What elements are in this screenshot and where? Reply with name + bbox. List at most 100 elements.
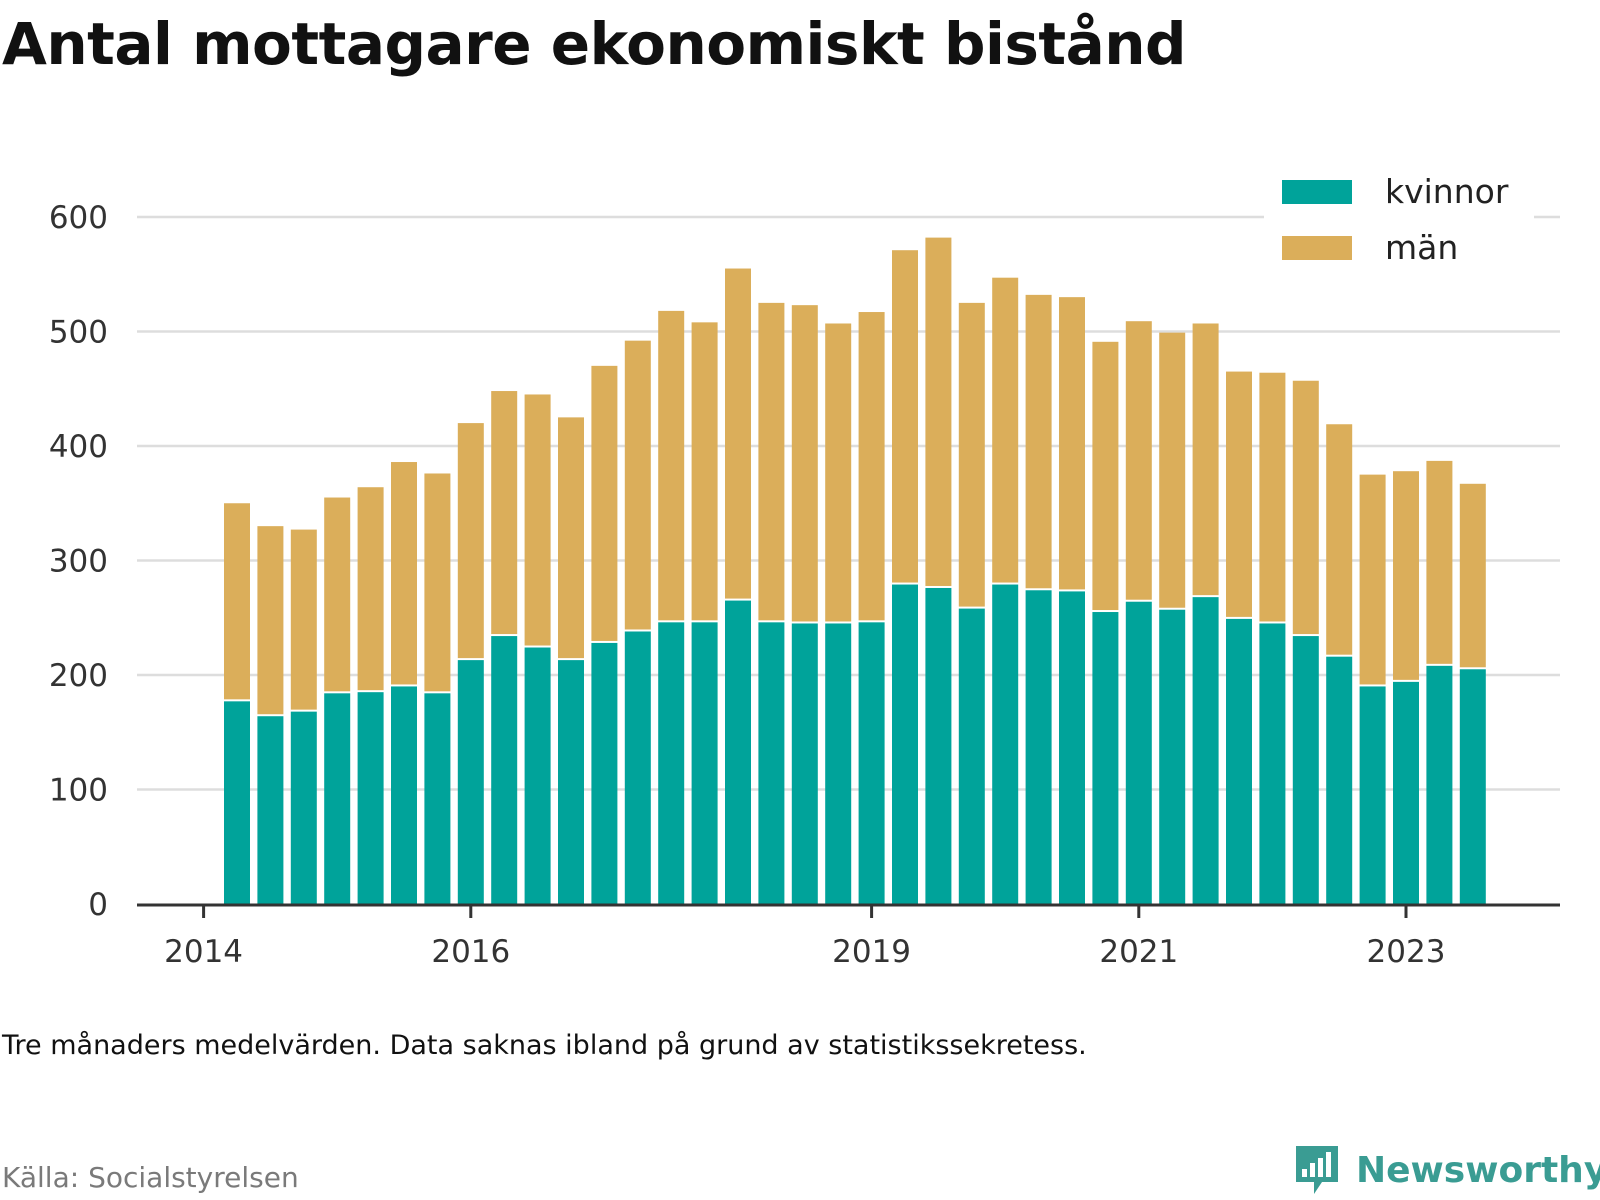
bars — [224, 237, 1486, 904]
bar-man — [725, 268, 751, 599]
bar-kvinnor — [1192, 597, 1219, 904]
bar-kvinnor — [1226, 618, 1252, 904]
bar-kvinnor — [457, 660, 484, 904]
bar-kvinnor — [1359, 686, 1386, 904]
bar-kvinnor — [858, 622, 885, 904]
bar-man — [290, 529, 317, 710]
bar-man — [925, 237, 952, 586]
bar-man — [524, 394, 551, 646]
bar-man — [1359, 474, 1386, 685]
bar-man — [224, 503, 250, 700]
bar-man — [324, 497, 351, 692]
bar-kvinnor — [1059, 591, 1085, 904]
y-tick-label: 500 — [49, 315, 108, 351]
legend-label: män — [1385, 228, 1458, 267]
brand-name: Newsworthy — [1356, 1149, 1600, 1191]
bar-kvinnor — [391, 686, 417, 904]
bar-man — [958, 302, 985, 607]
bar-man — [825, 323, 852, 622]
bar-man — [1393, 471, 1419, 680]
bar-kvinnor — [892, 584, 918, 904]
bar-kvinnor — [624, 631, 651, 904]
bar-man — [1125, 321, 1152, 600]
bar-man — [892, 250, 918, 583]
source-text: Källa: Socialstyrelsen — [2, 1161, 299, 1194]
bar-man — [1092, 341, 1119, 611]
bar-kvinnor — [524, 647, 551, 904]
bar-kvinnor — [658, 622, 685, 904]
y-tick-label: 600 — [49, 200, 108, 236]
bar-man — [758, 302, 785, 621]
bar-kvinnor — [825, 623, 852, 904]
bar-kvinnor — [1459, 669, 1486, 904]
bar-man — [1025, 294, 1052, 589]
bar-kvinnor — [257, 716, 284, 904]
legend: kvinnor män — [1264, 170, 1534, 274]
bar-man — [791, 305, 818, 622]
legend-swatch — [1282, 180, 1352, 204]
bar-man — [424, 473, 451, 692]
bar-kvinnor — [758, 622, 785, 904]
y-tick-label: 400 — [49, 429, 108, 465]
bar-kvinnor — [224, 701, 250, 904]
bar-kvinnor — [958, 608, 985, 904]
bar-kvinnor — [591, 642, 618, 904]
legend-swatch — [1282, 236, 1352, 260]
bar-kvinnor — [324, 693, 351, 904]
bar-man — [1192, 323, 1219, 596]
bar-kvinnor — [491, 636, 518, 904]
bar-man — [1226, 371, 1252, 617]
bar-man — [1259, 372, 1286, 622]
bar-kvinnor — [791, 623, 818, 904]
bar-man — [257, 526, 284, 715]
bar-man — [391, 462, 417, 685]
x-tick-label: 2016 — [431, 934, 510, 970]
bar-kvinnor — [1092, 612, 1119, 904]
bar-man — [1292, 380, 1319, 635]
bar-kvinnor — [1393, 681, 1419, 904]
bar-man — [1426, 460, 1453, 664]
bar-man — [1159, 332, 1186, 608]
bar-kvinnor — [691, 622, 718, 904]
bar-kvinnor — [925, 587, 952, 904]
y-tick-label: 100 — [49, 773, 108, 809]
bar-man — [1326, 424, 1353, 655]
x-tick-label: 2019 — [832, 934, 911, 970]
y-tick-label: 200 — [49, 658, 108, 694]
bar-man — [591, 365, 618, 641]
bar-kvinnor — [725, 600, 751, 904]
x-tick-label: 2021 — [1099, 934, 1178, 970]
legend-label: kvinnor — [1385, 172, 1509, 211]
bar-man — [558, 417, 584, 659]
chart-note: Tre månaders medelvärden. Data saknas ib… — [2, 1030, 1087, 1061]
y-tick-label: 0 — [88, 887, 108, 923]
bar-kvinnor — [424, 693, 451, 904]
bar-man — [457, 423, 484, 659]
bar-kvinnor — [1159, 609, 1186, 904]
bar-man — [1059, 297, 1085, 590]
y-tick-label: 300 — [49, 544, 108, 580]
x-tick-label: 2014 — [164, 934, 243, 970]
x-tick-label: 2023 — [1367, 934, 1446, 970]
bar-man — [691, 322, 718, 621]
bar-chart-speech-bubble-icon — [1296, 1146, 1338, 1194]
bar-kvinnor — [1292, 636, 1319, 904]
chart-title: Antal mottagare ekonomiskt bistånd — [2, 10, 1187, 78]
bar-kvinnor — [1025, 590, 1052, 904]
bar-kvinnor — [992, 584, 1019, 904]
brand-logo: Newsworthy — [1292, 1142, 1600, 1198]
bar-man — [624, 340, 651, 630]
bar-man — [858, 312, 885, 621]
bar-man — [992, 277, 1019, 583]
bar-kvinnor — [357, 692, 384, 904]
bar-man — [1459, 483, 1486, 668]
bar-man — [357, 487, 384, 691]
axes: 0 100 200 300 400 500 600 2014 2016 2019 2021 2023 — [49, 200, 1560, 970]
bar-kvinnor — [1426, 665, 1453, 904]
bar-kvinnor — [1326, 656, 1353, 904]
bar-kvinnor — [558, 660, 584, 904]
bar-kvinnor — [1125, 601, 1152, 904]
bar-kvinnor — [290, 711, 317, 904]
bar-man — [491, 391, 518, 635]
